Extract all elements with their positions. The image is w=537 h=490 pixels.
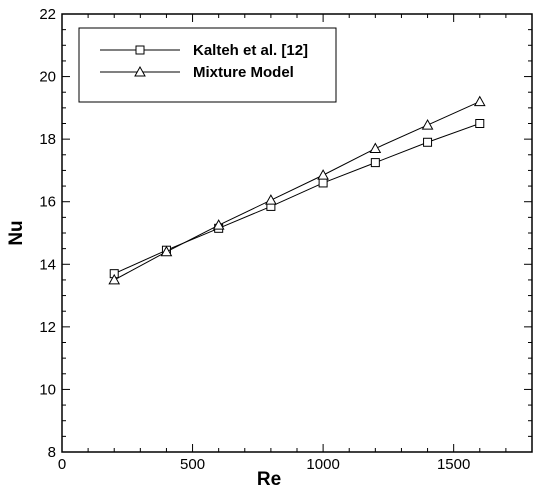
legend-item: Kalteh et al. [12] bbox=[100, 42, 308, 59]
axes: 0 500 1000 1500 8 10 12 14 16 18 20 22 Re Nu bbox=[6, 6, 533, 490]
x-axis-title: Re bbox=[257, 469, 281, 490]
data-point bbox=[108, 273, 121, 285]
data-point bbox=[421, 119, 434, 130]
y-tick-label: 18 bbox=[39, 131, 56, 148]
legend-label: Mixture Model bbox=[193, 64, 294, 81]
data-point bbox=[370, 158, 380, 168]
y-tick-label: 22 bbox=[39, 6, 56, 23]
legend-marker bbox=[135, 45, 145, 55]
legend-label: Kalteh et al. [12] bbox=[193, 42, 308, 59]
x-tick-label: 0 bbox=[58, 456, 66, 473]
data-point bbox=[265, 194, 277, 205]
series-line bbox=[114, 123, 480, 275]
x-tick-label: 1500 bbox=[437, 456, 470, 473]
legend-item: Mixture Model bbox=[100, 64, 294, 81]
legend-marker bbox=[134, 65, 146, 77]
data-point bbox=[423, 137, 433, 147]
y-tick-label: 14 bbox=[39, 256, 56, 273]
data-point bbox=[160, 245, 173, 257]
series-triangle bbox=[108, 95, 486, 285]
y-tick-label: 8 bbox=[48, 444, 56, 461]
x-tick-label: 500 bbox=[180, 456, 205, 473]
data-point bbox=[473, 95, 486, 107]
y-axis-title: Nu bbox=[6, 220, 27, 245]
y-tick-label: 12 bbox=[39, 319, 56, 336]
y-tick-label: 16 bbox=[39, 194, 56, 211]
series-layer bbox=[108, 95, 486, 285]
x-tick-label: 1000 bbox=[306, 456, 339, 473]
data-point bbox=[475, 119, 485, 128]
data-point bbox=[317, 169, 329, 180]
legend-box bbox=[78, 27, 337, 103]
data-point bbox=[369, 142, 382, 154]
series-line bbox=[113, 101, 480, 281]
data-point bbox=[318, 178, 328, 188]
y-tick-label: 10 bbox=[39, 381, 56, 398]
legend: Kalteh et al. [12] Mixture Model bbox=[78, 27, 337, 103]
data-point bbox=[212, 219, 225, 230]
y-tick-label: 20 bbox=[39, 69, 56, 86]
